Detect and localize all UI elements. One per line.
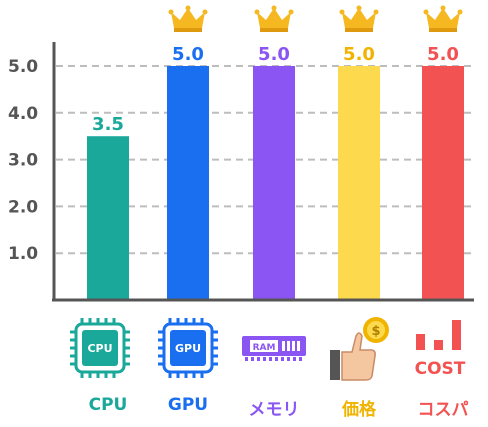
crown-icon — [168, 5, 208, 32]
data-label: 5.0 — [258, 44, 290, 65]
bar — [422, 66, 464, 300]
bar — [167, 66, 209, 300]
price-hand-coin-icon: $ — [330, 317, 389, 381]
gpu-chip-text: GPU — [175, 342, 201, 355]
cpu-chip-icon: CPU — [70, 318, 130, 378]
data-label: 5.0 — [343, 44, 375, 65]
data-labels: 3.5 5.0 5.0 5.0 5.0 — [92, 44, 459, 135]
crown-icon — [423, 5, 463, 32]
data-label: 5.0 — [172, 44, 204, 65]
data-label: 5.0 — [427, 44, 459, 65]
y-tick-label: 2.0 — [8, 197, 38, 217]
category-label: コスパ — [417, 400, 469, 420]
bar — [87, 136, 129, 300]
y-tick-label: 1.0 — [8, 244, 38, 264]
crowns — [168, 5, 463, 32]
coin-symbol: $ — [371, 324, 380, 339]
data-label: 3.5 — [92, 114, 124, 135]
category-label: メモリ — [248, 400, 300, 420]
bar — [253, 66, 295, 300]
category-label: 価格 — [342, 400, 376, 420]
ram-text: RAM — [253, 343, 276, 353]
crown-icon — [339, 5, 379, 32]
bars — [87, 66, 464, 300]
cpu-chip-text: CPU — [87, 342, 112, 355]
y-axis-ticks: 1.0 2.0 3.0 4.0 5.0 — [8, 57, 38, 264]
y-tick-label: 4.0 — [8, 104, 38, 124]
category-label: GPU — [167, 395, 209, 415]
cost-text: COST — [415, 359, 466, 379]
cost-chart-icon: COST — [415, 320, 466, 379]
crown-icon — [254, 5, 294, 32]
y-tick-label: 5.0 — [8, 57, 38, 77]
bar — [338, 66, 380, 300]
gpu-chip-icon: GPU — [158, 318, 218, 378]
y-tick-label: 3.0 — [8, 151, 38, 171]
ram-module-icon: RAM — [242, 336, 306, 361]
category-label: CPU — [88, 395, 128, 415]
